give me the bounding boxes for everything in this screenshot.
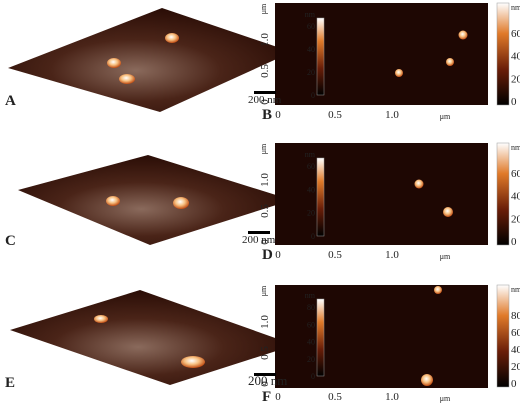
colorbar-unit: nm (511, 3, 520, 12)
colorbar (496, 2, 510, 106)
afm-2d-image (275, 143, 488, 245)
colorbar (316, 298, 325, 377)
afm-2d-image (275, 3, 488, 105)
scale-bar (254, 91, 276, 94)
colorbar-tick-label: 40 (307, 185, 315, 194)
x-axis-unit: μm (440, 394, 451, 403)
afm-2d-image (275, 285, 488, 388)
scale-bar-label: 200 nm (242, 234, 276, 246)
panel-label: B (262, 107, 272, 123)
colorbar-tick-label: 0 (311, 372, 315, 381)
panel-label: E (5, 375, 15, 391)
x-tick-label: 0.5 (328, 249, 342, 261)
colorbar-unit: nm (305, 150, 316, 159)
x-tick-label: 0 (275, 109, 281, 121)
afm-3d-surface (10, 290, 295, 385)
colorbar-tick-label: 40 (307, 45, 315, 54)
particles-3d (94, 33, 205, 368)
y-tick-label: 1.0 (259, 173, 271, 187)
colorbar-tick-label: 0 (511, 378, 517, 390)
colorbar-tick-label: 20 (511, 73, 520, 85)
scale-bar (254, 373, 276, 376)
afm-3d-surface (18, 155, 292, 245)
colorbar-tick-label: 40 (511, 344, 520, 356)
y-tick-label: 0 (259, 381, 271, 387)
colorbar (496, 284, 510, 388)
panel-label: A (5, 93, 16, 109)
y-tick-label: 1.0 (259, 315, 271, 329)
scale-bar (248, 231, 270, 234)
panel-label: D (262, 247, 273, 263)
y-tick-label: 0.5 (259, 346, 271, 360)
x-tick-label: 1.0 (385, 249, 399, 261)
x-axis-unit: μm (440, 252, 451, 261)
colorbar-tick-label: 60 (307, 320, 315, 329)
scale-bar-label: 200 nm (248, 373, 287, 388)
colorbar-tick-label: 60 (511, 28, 520, 40)
x-tick-label: 0 (275, 391, 281, 403)
colorbar (316, 157, 325, 237)
colorbar-tick-label: 20 (511, 213, 520, 225)
colorbar-tick-label: 60 (511, 168, 520, 180)
scale-bar-label: 200 nm (248, 94, 282, 106)
panel-label: F (262, 389, 271, 405)
afm-3d-surface (8, 8, 292, 112)
colorbar-tick-label: 0 (311, 91, 315, 100)
y-tick-label: 0 (259, 239, 271, 245)
y-tick-label: 0 (259, 99, 271, 105)
colorbar-tick-label: 20 (511, 361, 520, 373)
colorbar-tick-label: 60 (307, 162, 315, 171)
colorbar-unit: nm (305, 291, 316, 300)
colorbar-unit: nm (511, 143, 520, 152)
x-axis-unit: μm (440, 112, 451, 121)
colorbar-unit: nm (305, 10, 316, 19)
y-tick-label: 0.5 (259, 204, 271, 218)
colorbar-tick-label: 40 (307, 338, 315, 347)
colorbar-tick-label: 40 (511, 191, 520, 203)
colorbar-tick-label: 40 (511, 51, 520, 63)
colorbar-unit: nm (511, 285, 520, 294)
x-tick-label: 1.0 (385, 109, 399, 121)
colorbar-tick-label: 60 (511, 327, 520, 339)
colorbar-tick-label: 20 (307, 209, 315, 218)
colorbar (316, 17, 325, 96)
colorbar-tick-label: 60 (307, 22, 315, 31)
colorbar-tick-label: 80 (511, 310, 520, 322)
colorbar (496, 142, 510, 246)
x-tick-label: 0.5 (328, 391, 342, 403)
y-tick-label: 1.0 (259, 33, 271, 47)
colorbar-tick-label: 20 (307, 68, 315, 77)
y-axis-unit: μm (259, 285, 268, 296)
colorbar-tick-label: 80 (307, 303, 315, 312)
colorbar-tick-label: 0 (311, 232, 315, 241)
y-axis-unit: μm (259, 143, 268, 154)
x-tick-label: 0 (275, 249, 281, 261)
colorbar-tick-label: 20 (307, 355, 315, 364)
x-tick-label: 0.5 (328, 109, 342, 121)
panel-label: C (5, 233, 16, 249)
colorbar-tick-label: 0 (511, 96, 517, 108)
x-tick-label: 1.0 (385, 391, 399, 403)
colorbar-tick-label: 0 (511, 236, 517, 248)
particles-2d (395, 30, 468, 386)
y-tick-label: 0.5 (259, 64, 271, 78)
y-axis-unit: μm (259, 3, 268, 14)
